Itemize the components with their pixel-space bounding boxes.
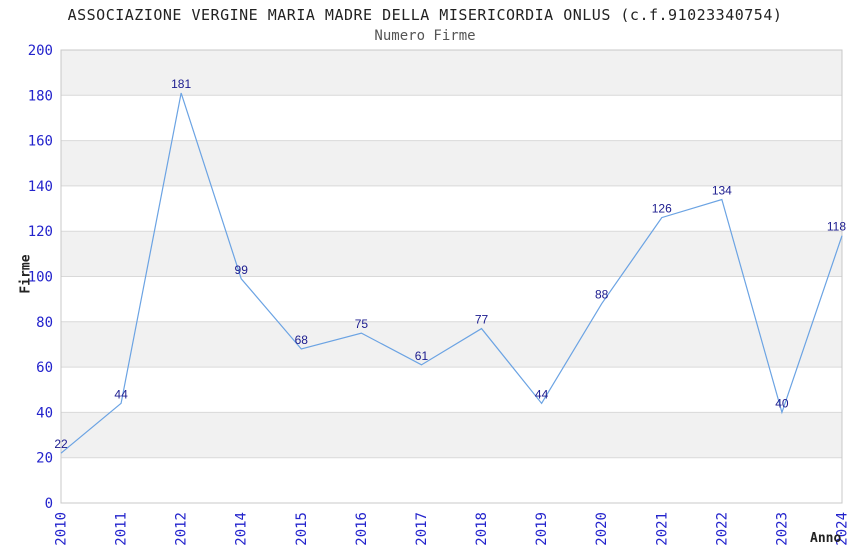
plot-band <box>61 231 842 277</box>
data-label: 99 <box>235 263 249 277</box>
x-tick-label: 2024 <box>835 512 850 546</box>
x-tick-label: 2010 <box>54 512 70 546</box>
y-tick-label: 160 <box>28 134 53 150</box>
data-label: 126 <box>652 202 672 216</box>
data-label: 40 <box>775 396 789 410</box>
data-label: 44 <box>114 387 128 401</box>
plot-band <box>61 412 842 458</box>
y-tick-label: 120 <box>28 224 53 240</box>
x-tick-label: 2022 <box>714 512 730 546</box>
y-axis-label: Firme <box>18 254 34 294</box>
y-tick-label: 200 <box>28 43 53 59</box>
plot-border <box>60 49 843 504</box>
x-tick-label: 2015 <box>294 512 310 546</box>
data-label: 61 <box>415 349 429 363</box>
plot-band <box>61 140 842 186</box>
data-label: 68 <box>295 333 309 347</box>
y-tick-label: 0 <box>45 496 53 512</box>
data-label: 88 <box>595 288 609 302</box>
y-tick-label: 40 <box>36 405 53 421</box>
x-tick-label: 2019 <box>534 512 550 546</box>
y-tick-label: 180 <box>28 88 53 104</box>
x-tick-label: 2020 <box>594 512 610 546</box>
x-tick-label: 2021 <box>654 512 670 546</box>
y-tick-label: 100 <box>28 270 53 286</box>
x-tick-label: 2011 <box>114 512 130 546</box>
data-label: 44 <box>535 387 549 401</box>
x-tick-label: 2018 <box>474 512 490 546</box>
x-tick-label: 2014 <box>234 512 250 546</box>
x-tick-label: 2023 <box>774 512 790 546</box>
plot-band <box>61 50 842 96</box>
data-label: 181 <box>171 77 191 91</box>
data-line <box>60 92 843 454</box>
data-label: 77 <box>475 313 489 327</box>
data-label: 75 <box>355 317 369 331</box>
x-tick-label: 2016 <box>354 512 370 546</box>
data-label: 22 <box>54 437 68 451</box>
x-axis-label: Anno <box>810 531 842 546</box>
y-tick-label: 20 <box>36 451 53 467</box>
y-tick-label: 80 <box>36 315 53 331</box>
chart-title: ASSOCIAZIONE VERGINE MARIA MADRE DELLA M… <box>67 6 783 24</box>
plot-band <box>61 321 842 368</box>
y-tick-label: 140 <box>28 179 53 195</box>
data-label: 118 <box>827 220 846 234</box>
x-tick-label: 2017 <box>414 512 430 546</box>
chart-subtitle: Numero Firme <box>374 28 476 44</box>
x-tick-label: 2012 <box>174 512 190 546</box>
data-label: 134 <box>712 183 732 197</box>
y-tick-label: 60 <box>36 360 53 376</box>
